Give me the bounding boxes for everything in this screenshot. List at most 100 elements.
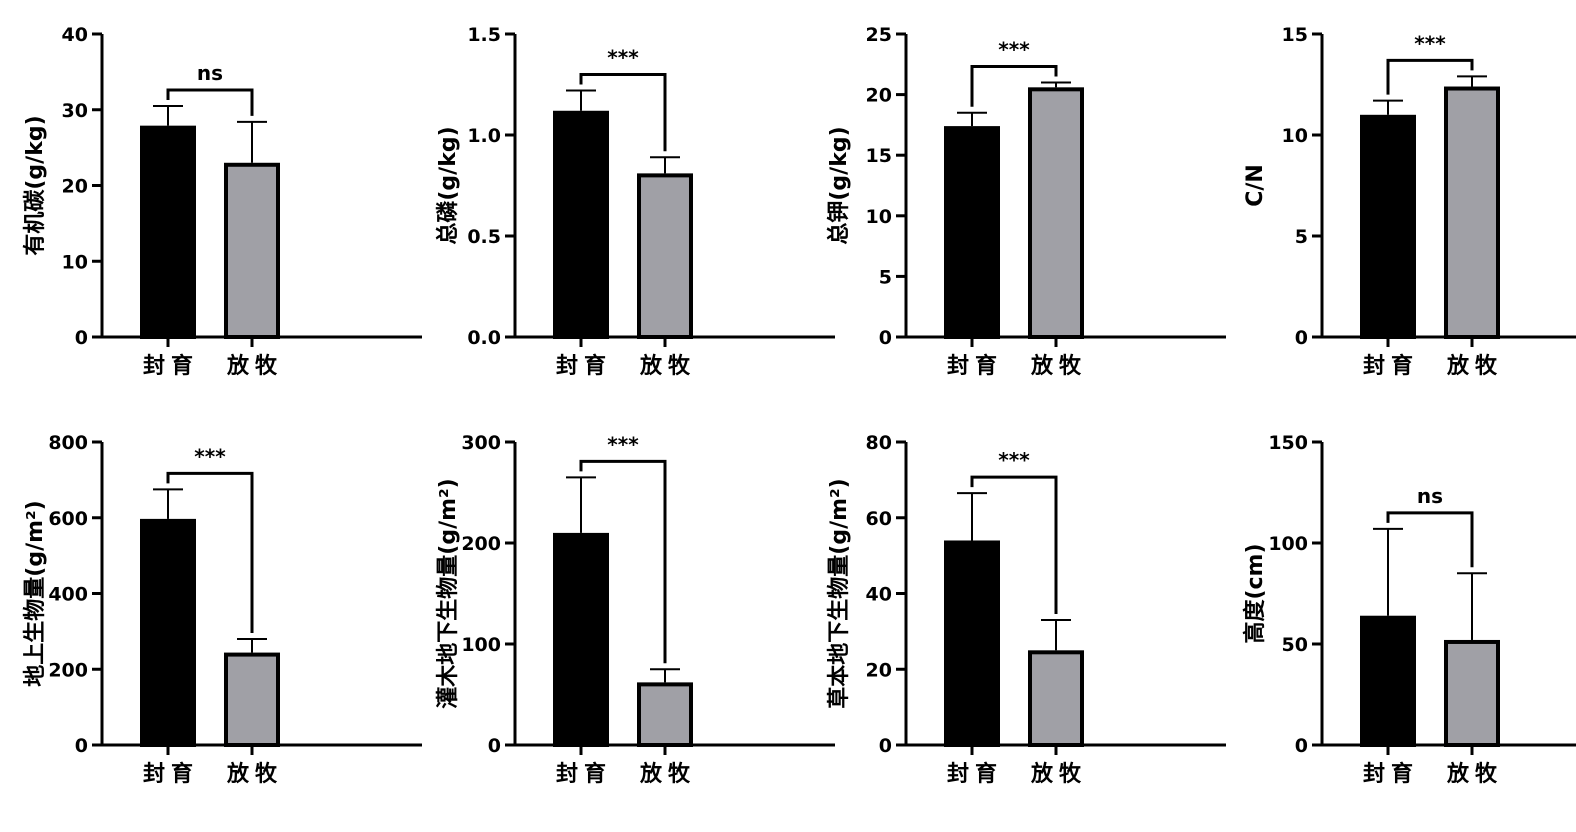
significance-bracket: [1386, 58, 1474, 95]
y-tick-label: 200: [48, 659, 88, 681]
significance-bracket: [166, 88, 254, 116]
chart-panel-3: 0 5 10 15 20 25 总钾(g/kg) 封育 放牧 ***: [826, 24, 1226, 379]
y-tick-label: 30: [62, 100, 88, 122]
significance-bracket: [579, 73, 667, 152]
x-tick-label: 封育: [143, 353, 199, 379]
bar-fangmu: [1028, 87, 1084, 339]
y-tick-label: 10: [866, 206, 892, 228]
y-tick-label: 0: [75, 327, 88, 349]
y-tick-label: 1.0: [467, 125, 501, 147]
y-axis-title: 高度(cm): [1242, 543, 1268, 643]
y-tick-label: 40: [866, 584, 892, 606]
bar-fengyu: [553, 532, 609, 748]
y-axis-title: 总钾(g/kg): [826, 126, 852, 244]
bar-fengyu: [553, 110, 609, 340]
x-tick-label: 放牧: [1030, 353, 1087, 379]
x-tick-label: 封育: [947, 761, 1003, 787]
significance-bracket: [579, 459, 667, 664]
y-tick-label: 60: [866, 508, 892, 530]
y-tick-label: 0: [1295, 327, 1308, 349]
x-tick-label: 封育: [143, 761, 199, 787]
x-tick-label: 封育: [1363, 761, 1419, 787]
significance-label: ***: [194, 444, 226, 468]
y-tick-label: 600: [48, 508, 88, 530]
y-tick-label: 10: [1282, 125, 1308, 147]
y-tick-label: 0: [488, 735, 501, 757]
y-tick-label: 300: [461, 432, 501, 454]
y-tick-label: 5: [1295, 226, 1308, 248]
y-tick-label: 400: [48, 584, 88, 606]
bar-fangmu: [1028, 650, 1084, 747]
significance-bracket: [1386, 511, 1474, 568]
chart-panel-6: 0 100 200 300 灌木地下生物量(g/m²) 封育 放牧 ***: [435, 432, 835, 787]
significance-label: ***: [607, 432, 639, 456]
y-tick-label: 0.0: [467, 327, 501, 349]
y-tick-label: 100: [1268, 533, 1308, 555]
y-axis-title: 草本地下生物量(g/m²): [826, 478, 852, 708]
y-tick-label: 20: [62, 176, 88, 198]
x-tick-label: 放牧: [639, 353, 696, 379]
y-axis-title: 有机碳(g/kg): [22, 115, 48, 255]
significance-label: ***: [607, 46, 639, 70]
significance-bracket: [970, 475, 1058, 615]
significance-label: ***: [998, 448, 1030, 472]
y-tick-label: 0: [75, 735, 88, 757]
y-tick-label: 0: [879, 735, 892, 757]
chart-panel-8: 0 50 100 150 高度(cm) 封育 放牧 ns: [1242, 432, 1576, 787]
x-tick-label: 放牧: [1446, 761, 1503, 787]
y-tick-label: 0: [879, 327, 892, 349]
bar-fengyu: [140, 518, 196, 747]
chart-panel-7: 0 20 40 60 80 草本地下生物量(g/m²) 封育 放牧 ***: [826, 432, 1226, 787]
significance-bracket: [166, 471, 254, 633]
y-tick-label: 80: [866, 432, 892, 454]
y-tick-label: 15: [866, 145, 892, 167]
chart-panel-1: 0 10 20 30 40 有机碳(g/kg) 封育 放牧 ns: [22, 24, 422, 379]
bar-fangmu: [637, 173, 693, 339]
y-tick-label: 25: [866, 24, 892, 46]
y-axis-title: 总磷(g/kg): [435, 126, 461, 244]
y-axis-title: 地上生物量(g/m²): [22, 500, 48, 686]
y-axis-title: 灌木地下生物量(g/m²): [435, 478, 461, 708]
x-tick-label: 放牧: [639, 761, 696, 787]
y-tick-label: 150: [1268, 432, 1308, 454]
y-tick-label: 200: [461, 533, 501, 555]
x-tick-label: 封育: [1363, 353, 1419, 379]
x-tick-label: 封育: [947, 353, 1003, 379]
bar-fangmu: [1444, 86, 1500, 339]
significance-label: ns: [1417, 484, 1443, 508]
y-tick-label: 100: [461, 634, 501, 656]
significance-label: ***: [998, 37, 1030, 61]
bar-fangmu: [637, 682, 693, 748]
bar-fengyu: [140, 125, 196, 339]
x-tick-label: 放牧: [1030, 761, 1087, 787]
bar-fengyu: [944, 540, 1000, 747]
y-tick-label: 800: [48, 432, 88, 454]
significance-label: ns: [197, 61, 223, 85]
x-tick-label: 放牧: [226, 353, 283, 379]
y-tick-label: 40: [62, 24, 88, 46]
bar-fangmu: [224, 162, 280, 339]
bar-fangmu: [224, 652, 280, 748]
chart-panel-5: 0 200 400 600 800 地上生物量(g/m²) 封育 放牧 ***: [22, 432, 422, 787]
bar-fengyu: [1360, 615, 1416, 747]
x-tick-label: 放牧: [1446, 353, 1503, 379]
y-tick-label: 20: [866, 85, 892, 107]
bar-fangmu: [1444, 639, 1500, 748]
x-tick-label: 放牧: [226, 761, 283, 787]
bar-fengyu: [944, 126, 1000, 339]
chart-panel-4: 0 5 10 15 C/N 封育 放牧 ***: [1243, 24, 1576, 379]
x-tick-label: 封育: [556, 353, 612, 379]
y-tick-label: 5: [879, 266, 892, 288]
y-tick-label: 50: [1282, 634, 1308, 656]
y-tick-label: 10: [62, 251, 88, 273]
y-tick-label: 1.5: [467, 24, 501, 46]
y-tick-label: 15: [1282, 24, 1308, 46]
significance-label: ***: [1414, 31, 1446, 55]
y-tick-label: 0: [1295, 735, 1308, 757]
y-tick-label: 20: [866, 659, 892, 681]
x-tick-label: 封育: [556, 761, 612, 787]
chart-panel-2: 0.0 0.5 1.0 1.5 总磷(g/kg) 封育 放牧 ***: [435, 24, 835, 379]
y-axis-title: C/N: [1243, 164, 1268, 207]
significance-bracket: [970, 64, 1058, 107]
